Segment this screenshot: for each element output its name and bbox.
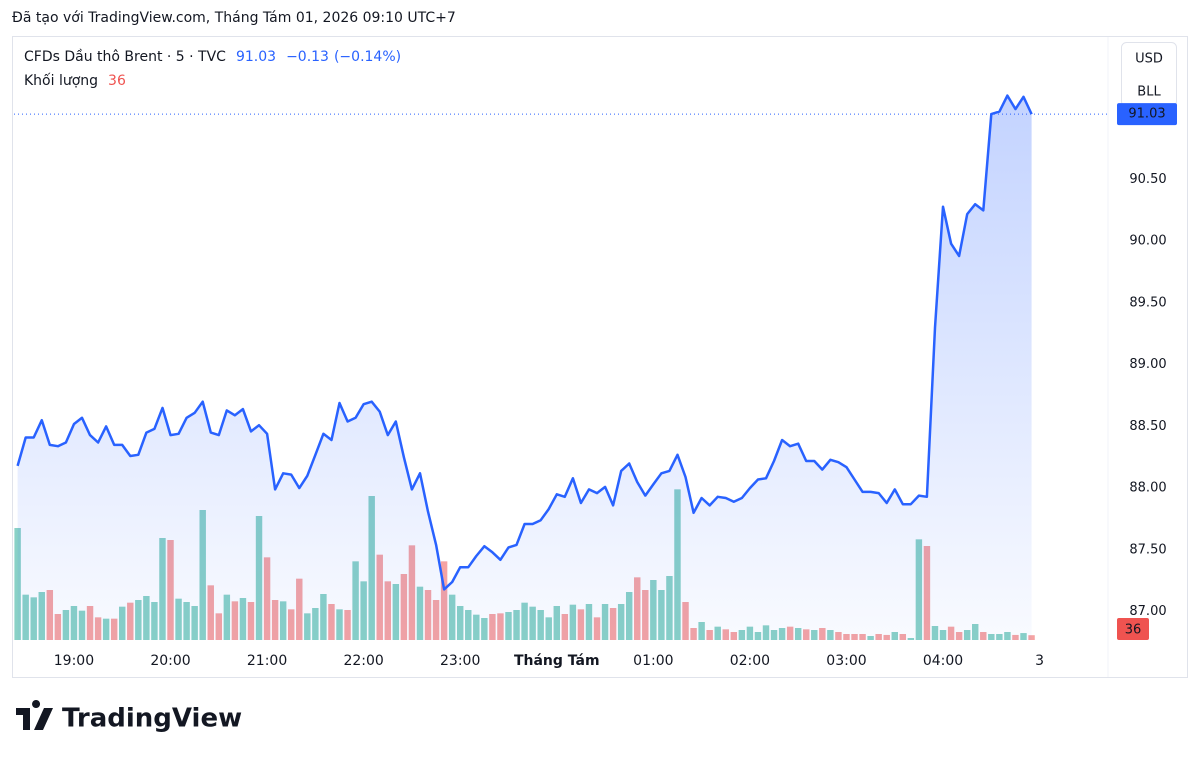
x-tick-label: 04:00	[923, 653, 963, 669]
logo-icon	[16, 700, 53, 730]
x-tick-label: 23:00	[440, 653, 480, 669]
credit: Đã tạo với TradingView.com, Tháng Tám 01…	[12, 10, 456, 26]
logo: TradingView	[16, 700, 242, 734]
x-tick-label: 3	[1035, 653, 1044, 669]
plot	[14, 94, 1108, 641]
y-tick-label: 88.00	[1129, 481, 1166, 496]
legend-price: CFDs Dầu thô Brent · 5 · TVC 91.03 −0.13 (−…	[24, 49, 401, 65]
legend-last: 91.03	[236, 49, 276, 65]
x-tick-label: 22:00	[343, 653, 383, 669]
price-label-box	[1117, 103, 1177, 126]
legend-volume: Khối lượng 36	[24, 72, 126, 89]
y-tick-label: 87.50	[1129, 542, 1166, 557]
x-tick-label: 20:00	[150, 653, 190, 669]
x-tick-label: 01:00	[633, 653, 673, 669]
legend-volume-last: 36	[108, 73, 126, 89]
volume-last-label: 36	[1125, 623, 1142, 638]
price-line	[16, 94, 1033, 591]
legend-change: −0.13	[286, 49, 329, 65]
x-tick-label: 02:00	[730, 653, 770, 669]
y-tick-label: 89.50	[1129, 295, 1166, 310]
legend-symbol: CFDs Dầu thô Brent · 5 · TVC	[24, 49, 226, 65]
x-tick-label: Tháng Tám	[514, 653, 600, 669]
brand: TradingView	[62, 704, 242, 734]
y-tick-label: 90.00	[1129, 234, 1166, 249]
area	[17, 95, 1032, 641]
volume-label-box	[1117, 618, 1149, 640]
y-tick-label: 87.00	[1129, 604, 1166, 619]
x-tick-label: 21:00	[247, 653, 287, 669]
chart-frame	[12, 36, 1188, 678]
x-tick-label: 03:00	[826, 653, 866, 669]
y-tick-label: 90.50	[1129, 172, 1166, 187]
currency[interactable]: USD	[1135, 52, 1163, 67]
legend-volume-name: Khối lượng	[24, 72, 98, 89]
last-price-label: 91.03	[1128, 107, 1165, 122]
unit[interactable]: BLL	[1137, 85, 1161, 100]
legend-change-pct: (−0.14%)	[334, 49, 401, 65]
x-tick-label: 19:00	[54, 653, 94, 669]
y-tick-label: 89.00	[1129, 357, 1166, 372]
y-tick-label: 88.50	[1129, 419, 1166, 434]
